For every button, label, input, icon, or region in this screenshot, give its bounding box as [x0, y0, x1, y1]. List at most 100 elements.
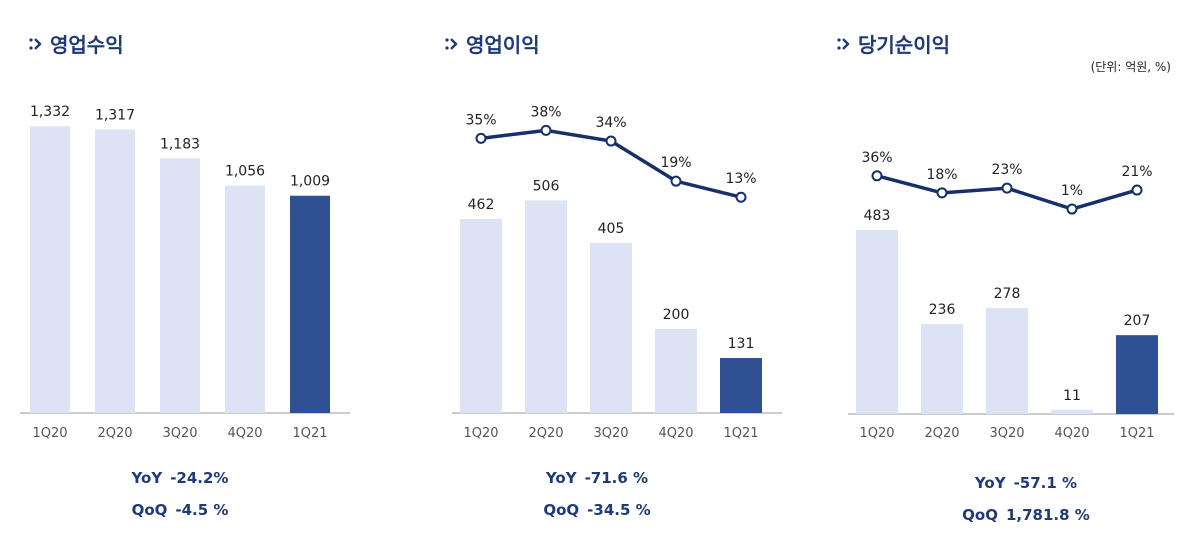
qoq-value: -34.5 %: [587, 501, 651, 519]
chevron-bullet-icon: [29, 37, 42, 50]
operating-profit-title: 영업이익: [444, 29, 540, 58]
margin-percent-label: 21%: [1121, 164, 1152, 180]
category-tick-label: 2Q20: [97, 426, 132, 441]
operating-profit-chart: 462 1Q20 506 2Q20 405 3Q20 200 4Q20 131 1Q21 35% 38…: [452, 104, 782, 441]
bar-1Q20: [30, 126, 70, 414]
bar-value-label: 278: [994, 286, 1021, 302]
bar-value-label: 483: [864, 208, 891, 224]
category-tick-label: 2Q20: [924, 426, 959, 441]
margin-point: [1131, 184, 1143, 196]
bar-1Q21: [290, 195, 330, 413]
margin-point: [735, 191, 747, 203]
qoq-label: QoQ: [962, 506, 998, 524]
qoq-value: 1,781.8 %: [1005, 506, 1090, 524]
margin-percent-label: 1%: [1061, 183, 1083, 199]
bar-2Q20: [525, 200, 567, 413]
yoy-label: YoY: [131, 469, 163, 487]
bar-value-label: 1,332: [30, 104, 70, 120]
margin-percent-label: 18%: [926, 167, 957, 183]
unit-note: (단위: 억원, %): [1090, 60, 1171, 74]
margin-point: [936, 187, 948, 199]
revenue-title-text: 영업수익: [50, 33, 124, 57]
operating-profit-title-text: 영업이익: [466, 33, 540, 57]
category-tick-label: 1Q21: [723, 426, 758, 441]
bar-4Q20: [655, 329, 697, 413]
revenue-panel: 영업수익 1,332 1Q20 1,317 2Q20 1,183 3Q20 1,056 4Q2…: [0, 0, 400, 545]
qoq-label: QoQ: [131, 501, 168, 519]
bar-value-label: 1,056: [225, 164, 265, 180]
operating-profit-stats: YoY -71.6 % QoQ -34.5 %: [497, 462, 697, 526]
yoy-stat: YoY -57.1 %: [926, 467, 1126, 499]
bar-3Q20: [160, 158, 200, 413]
bar-value-label: 131: [728, 336, 755, 352]
margin-percent-label: 19%: [660, 155, 691, 171]
yoy-label: YoY: [974, 474, 1006, 492]
margin-point: [605, 135, 617, 147]
margin-point: [871, 170, 883, 182]
net-income-stats: YoY -57.1 % QoQ 1,781.8 %: [926, 467, 1126, 531]
yoy-value: -24.2%: [170, 469, 229, 487]
category-tick-label: 4Q20: [658, 426, 693, 441]
margin-percent-label: 38%: [530, 104, 561, 120]
margin-percent-label: 35%: [465, 112, 496, 128]
category-tick-label: 4Q20: [1054, 426, 1089, 441]
bar-3Q20: [986, 308, 1028, 414]
revenue-title: 영업수익: [28, 29, 124, 58]
bar-value-label: 1,183: [160, 136, 200, 152]
margin-percent-label: 36%: [861, 150, 892, 166]
chevron-bullet-icon: [837, 37, 850, 50]
margin-percent-label: 23%: [991, 162, 1022, 178]
bar-value-label: 11: [1063, 388, 1081, 404]
category-tick-label: 1Q21: [1119, 426, 1154, 441]
bar-value-label: 207: [1124, 313, 1151, 329]
bar-value-label: 506: [533, 178, 560, 194]
margin-point: [1001, 182, 1013, 194]
margin-point: [670, 175, 682, 187]
category-tick-label: 1Q20: [32, 426, 67, 441]
yoy-value: -57.1 %: [1013, 474, 1078, 492]
category-tick-label: 3Q20: [162, 426, 197, 441]
operating-profit-panel: 영업이익 462 1Q20 506 2Q20 405 3Q20 200 4Q20 131 1Q21…: [400, 0, 800, 545]
bar-4Q20: [1051, 409, 1093, 414]
bar-3Q20: [590, 242, 632, 413]
bar-value-label: 462: [468, 197, 495, 213]
category-tick-label: 4Q20: [227, 426, 262, 441]
bar-1Q21: [720, 357, 762, 413]
yoy-stat: YoY -24.2%: [80, 462, 280, 494]
net-income-title: 당기순이익: [836, 29, 950, 58]
net-income-chart: 483 1Q20 236 2Q20 278 3Q20 11 4Q20 207 1Q21 36% 18%…: [848, 150, 1174, 441]
bar-value-label: 200: [663, 307, 690, 323]
bar-2Q20: [95, 129, 135, 413]
bar-2Q20: [921, 324, 963, 414]
category-tick-label: 3Q20: [593, 426, 628, 441]
category-tick-label: 1Q20: [859, 426, 894, 441]
qoq-stat: QoQ -34.5 %: [497, 494, 697, 526]
qoq-stat: QoQ -4.5 %: [80, 494, 280, 526]
category-tick-label: 2Q20: [528, 426, 563, 441]
yoy-label: YoY: [545, 469, 577, 487]
category-tick-label: 1Q20: [463, 426, 498, 441]
qoq-label: QoQ: [543, 501, 580, 519]
margin-point: [475, 132, 487, 144]
margin-point: [1066, 203, 1078, 215]
qoq-value: -4.5 %: [175, 501, 229, 519]
yoy-value: -71.6 %: [584, 469, 649, 487]
bar-1Q20: [460, 218, 502, 413]
bar-value-label: 1,317: [95, 107, 135, 123]
margin-percent-label: 13%: [725, 171, 756, 187]
bar-1Q21: [1116, 335, 1158, 414]
bar-value-label: 405: [598, 221, 625, 237]
revenue-chart: 1,332 1Q20 1,317 2Q20 1,183 3Q20 1,056 4Q20 1,00…: [20, 104, 350, 441]
category-tick-label: 1Q21: [292, 426, 327, 441]
chevron-bullet-icon: [445, 37, 458, 50]
net-income-title-text: 당기순이익: [858, 33, 950, 57]
bar-value-label: 1,009: [290, 174, 330, 190]
bar-value-label: 236: [929, 302, 956, 318]
bar-4Q20: [225, 185, 265, 413]
net-income-panel: 당기순이익 (단위: 억원, %) 483 1Q20 236 2Q20 278 3Q20 1…: [800, 0, 1199, 545]
qoq-stat: QoQ 1,781.8 %: [926, 499, 1126, 531]
margin-percent-label: 34%: [595, 115, 626, 131]
bar-1Q20: [856, 230, 898, 414]
category-tick-label: 3Q20: [989, 426, 1024, 441]
margin-point: [540, 124, 552, 136]
